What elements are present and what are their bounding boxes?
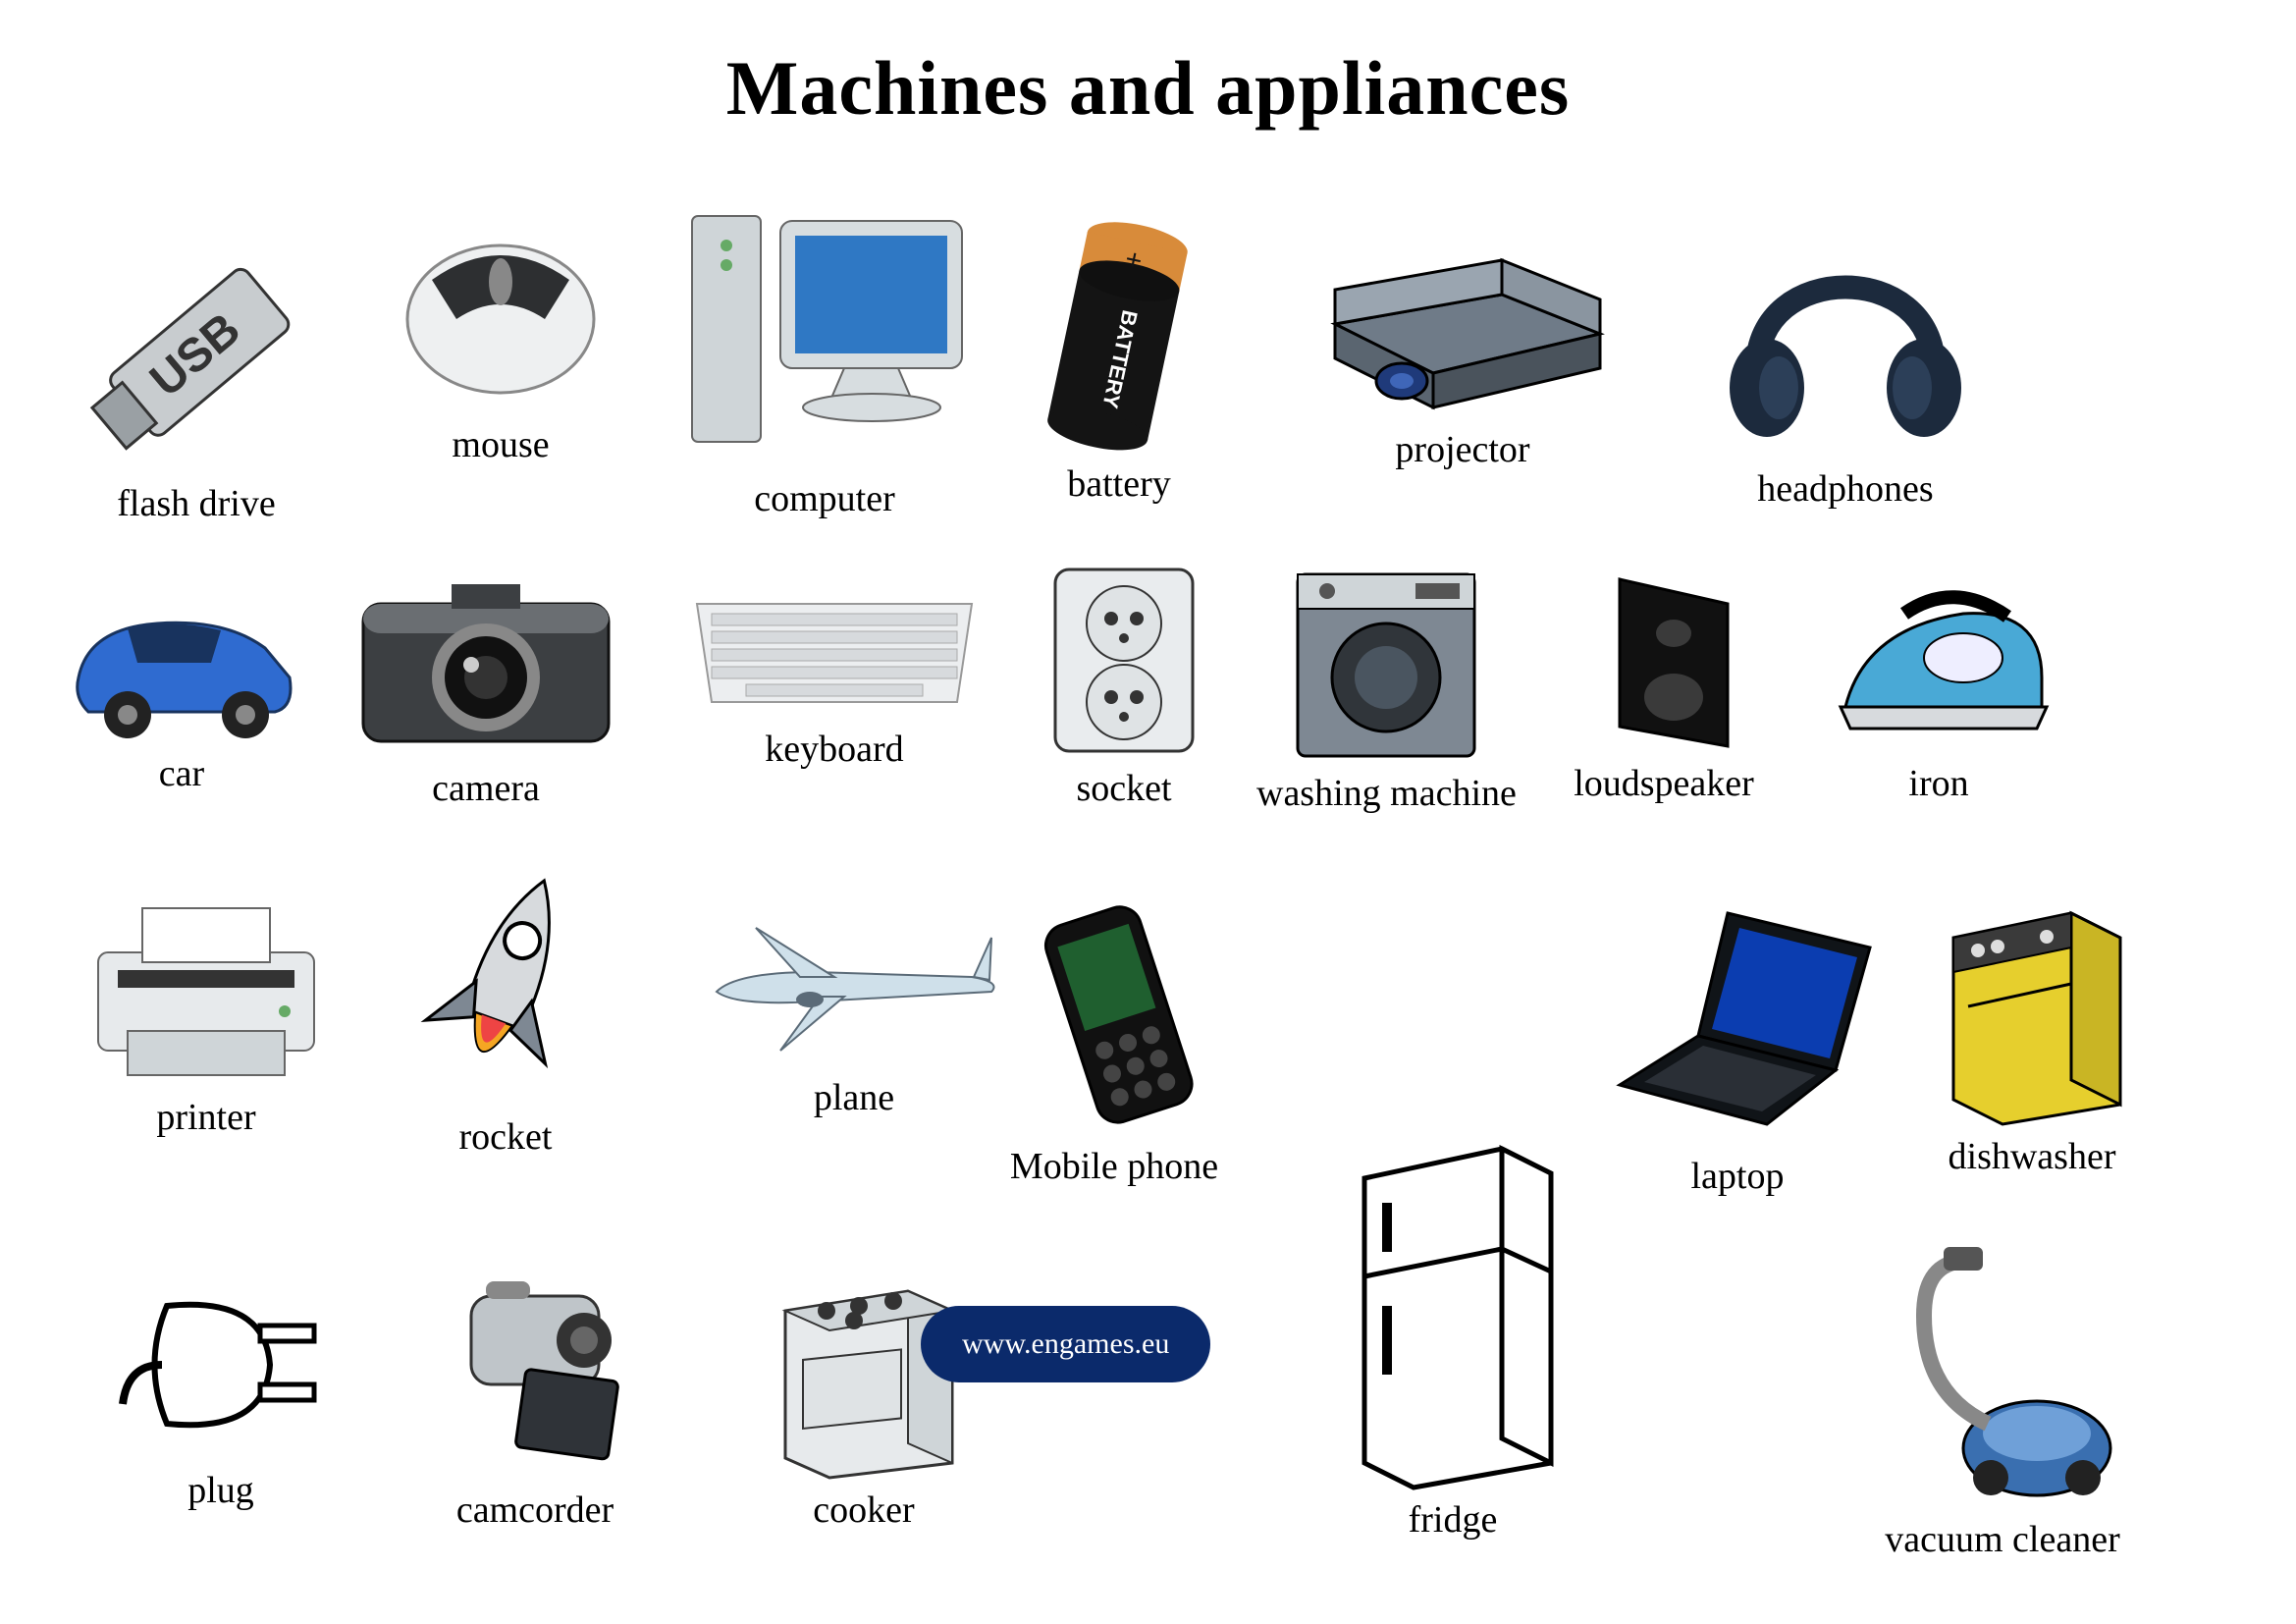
- label-washing-machine: washing machine: [1256, 772, 1517, 815]
- printer-icon: [79, 884, 334, 1090]
- item-rocket: rocket: [393, 864, 618, 1159]
- item-plug: plug: [108, 1257, 334, 1512]
- label-computer: computer: [754, 477, 895, 520]
- item-flash-drive: USB flash drive: [59, 221, 334, 525]
- item-camera: camera: [344, 555, 628, 810]
- socket-icon: [1041, 560, 1207, 761]
- item-mouse: mouse: [373, 211, 628, 466]
- label-battery: battery: [1067, 462, 1171, 506]
- plane-icon: [697, 893, 1011, 1070]
- label-socket: socket: [1076, 767, 1171, 810]
- keyboard-icon: [687, 574, 982, 722]
- label-cooker: cooker: [813, 1489, 914, 1532]
- rocket-icon: [393, 864, 618, 1110]
- label-projector: projector: [1395, 428, 1529, 471]
- item-projector: projector: [1306, 206, 1620, 471]
- label-vacuum-cleaner: vacuum cleaner: [1885, 1518, 2119, 1561]
- item-camcorder: camcorder: [412, 1257, 658, 1532]
- item-loudspeaker: loudspeaker: [1551, 560, 1777, 805]
- page-title: Machines and appliances: [0, 44, 2296, 133]
- camera-icon: [344, 555, 628, 761]
- item-keyboard: keyboard: [687, 574, 982, 771]
- headphones-icon: [1698, 211, 1993, 461]
- fridge-icon: [1325, 1119, 1580, 1492]
- label-loudspeaker: loudspeaker: [1574, 762, 1754, 805]
- label-camera: camera: [432, 767, 540, 810]
- item-cooker: cooker: [756, 1257, 972, 1532]
- label-plane: plane: [814, 1076, 894, 1119]
- label-rocket: rocket: [459, 1115, 553, 1159]
- mouse-icon: [373, 211, 628, 417]
- label-mobile-phone: Mobile phone: [1010, 1145, 1218, 1188]
- battery-icon: + BATTERY: [1021, 201, 1217, 457]
- car-icon: [59, 569, 304, 746]
- item-battery: + BATTERY battery: [1021, 201, 1217, 506]
- label-keyboard: keyboard: [765, 728, 903, 771]
- label-plug: plug: [187, 1469, 254, 1512]
- item-car: car: [59, 569, 304, 795]
- item-printer: printer: [79, 884, 334, 1139]
- vacuum-cleaner-icon: [1865, 1237, 2140, 1512]
- loudspeaker-icon: [1551, 560, 1777, 756]
- label-iron: iron: [1908, 762, 1968, 805]
- item-mobile-phone: Mobile phone: [1001, 893, 1227, 1188]
- camcorder-icon: [412, 1257, 658, 1483]
- label-camcorder: camcorder: [456, 1489, 614, 1532]
- iron-icon: [1816, 560, 2061, 756]
- item-vacuum-cleaner: vacuum cleaner: [1865, 1237, 2140, 1561]
- label-flash-drive: flash drive: [117, 482, 275, 525]
- label-dishwasher: dishwasher: [1949, 1135, 2116, 1178]
- item-computer: computer: [677, 196, 972, 520]
- label-car: car: [159, 752, 204, 795]
- item-iron: iron: [1816, 560, 2061, 805]
- label-laptop: laptop: [1691, 1155, 1785, 1198]
- item-washing-machine: washing machine: [1256, 560, 1517, 815]
- item-dishwasher: dishwasher: [1924, 884, 2140, 1178]
- item-socket: socket: [1041, 560, 1207, 810]
- label-fridge: fridge: [1409, 1498, 1498, 1542]
- plug-icon: [108, 1257, 334, 1463]
- label-printer: printer: [156, 1096, 255, 1139]
- item-laptop: laptop: [1590, 893, 1885, 1198]
- washing-machine-icon: [1268, 560, 1504, 766]
- url-badge: www.engames.eu: [921, 1306, 1210, 1382]
- computer-icon: [677, 196, 972, 471]
- projector-icon: [1306, 206, 1620, 422]
- item-headphones: headphones: [1698, 211, 1993, 511]
- item-fridge: fridge: [1325, 1119, 1580, 1542]
- label-headphones: headphones: [1757, 467, 1933, 511]
- laptop-icon: [1590, 893, 1885, 1149]
- flash-drive-icon: USB: [59, 221, 334, 476]
- mobile-phone-icon: [1001, 893, 1227, 1139]
- item-plane: plane: [697, 893, 1011, 1119]
- label-mouse: mouse: [452, 423, 549, 466]
- dishwasher-icon: [1924, 884, 2140, 1129]
